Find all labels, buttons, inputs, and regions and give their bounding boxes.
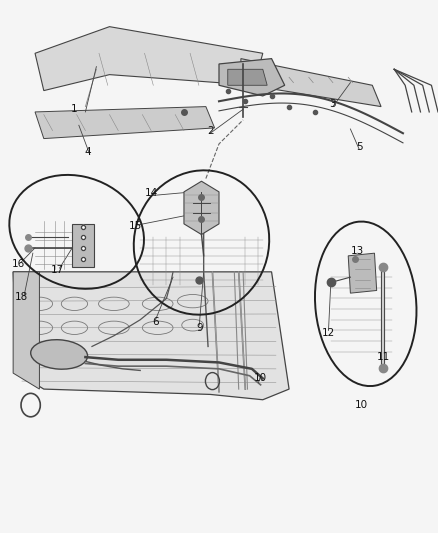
Text: 1: 1 [71,104,78,114]
Text: 4: 4 [84,147,91,157]
Text: 3: 3 [329,99,336,109]
Polygon shape [13,272,289,400]
Text: 12: 12 [322,328,335,338]
Ellipse shape [31,340,88,369]
Polygon shape [348,253,377,293]
Polygon shape [241,59,381,107]
Text: 11: 11 [377,352,390,362]
Polygon shape [72,224,94,266]
Text: 2: 2 [207,126,214,135]
Text: 18: 18 [15,293,28,302]
Text: 6: 6 [152,318,159,327]
Text: 15: 15 [129,221,142,231]
Text: 10: 10 [355,400,368,410]
Polygon shape [228,69,267,85]
Text: 10: 10 [254,374,267,383]
Text: 16: 16 [12,260,25,269]
Polygon shape [35,27,263,91]
Text: 5: 5 [356,142,363,151]
Text: 13: 13 [350,246,364,255]
Polygon shape [13,272,39,389]
Polygon shape [35,107,215,139]
Polygon shape [184,181,219,235]
Text: 14: 14 [145,188,158,198]
Text: 9: 9 [196,323,203,333]
Polygon shape [219,59,285,96]
Text: 17: 17 [51,265,64,274]
